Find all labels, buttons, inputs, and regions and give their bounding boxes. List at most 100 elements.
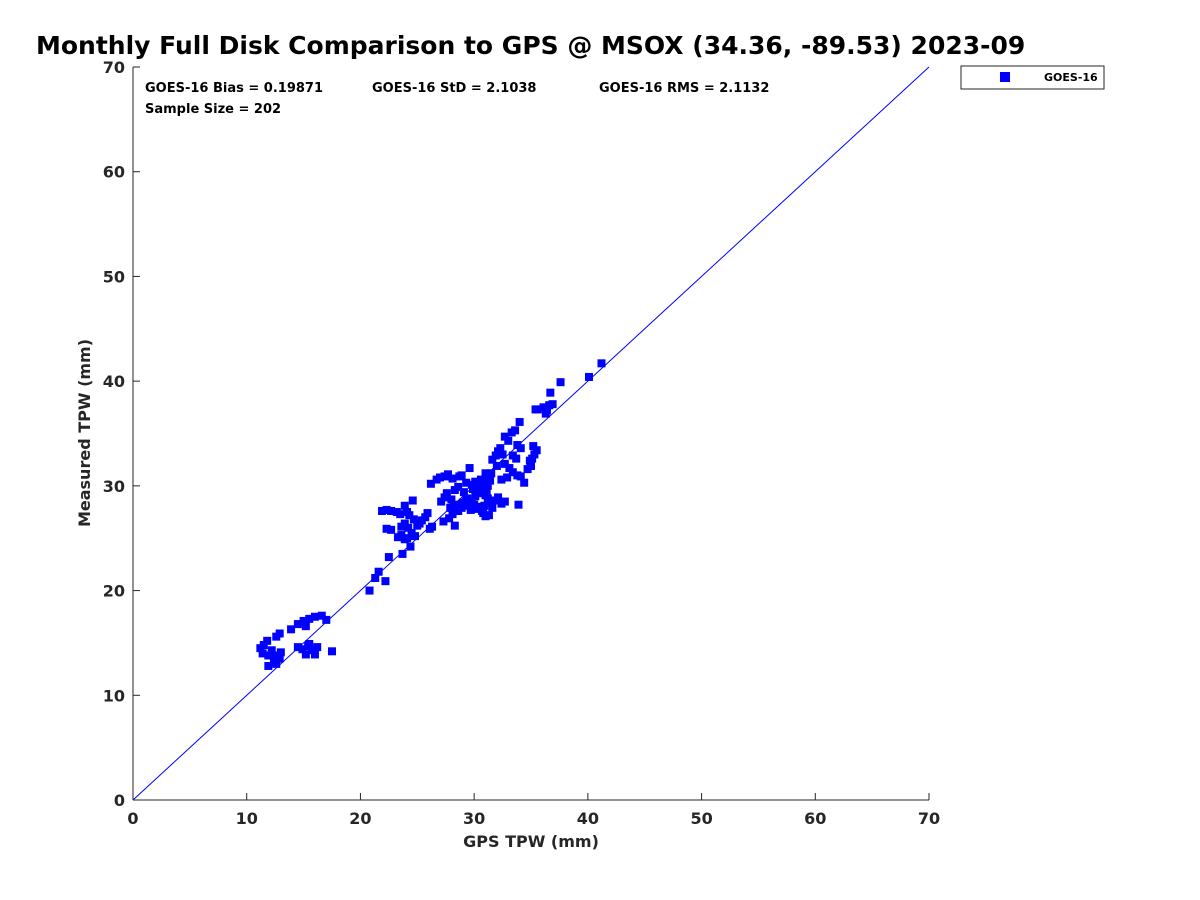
data-point-93 <box>439 517 448 526</box>
data-point-78 <box>442 489 451 498</box>
data-point-145 <box>512 454 521 463</box>
y-tick-label-2: 20 <box>103 582 125 601</box>
data-point-19 <box>310 612 319 621</box>
x-tick-label-0: 0 <box>127 809 138 828</box>
legend-label-goes-16: GOES-16 <box>1044 71 1098 84</box>
data-point-77 <box>440 493 449 502</box>
y-axis-label: Measured TPW (mm) <box>75 339 94 527</box>
y-tick-label-0: 0 <box>114 791 125 810</box>
data-point-152 <box>497 475 506 484</box>
data-point-26 <box>307 646 316 655</box>
x-tick-label-3: 30 <box>463 809 485 828</box>
data-point-1 <box>259 641 268 650</box>
y-tick-label-1: 10 <box>103 686 125 705</box>
data-point-11 <box>270 651 279 660</box>
data-point-40 <box>387 506 396 515</box>
stat-sample-size: Sample Size = 202 <box>145 102 281 117</box>
data-point-92 <box>484 473 493 482</box>
data-point-171 <box>597 359 606 368</box>
data-point-89 <box>483 481 492 490</box>
data-point-115 <box>446 503 455 512</box>
data-point-138 <box>504 436 513 445</box>
data-point-31 <box>365 586 374 595</box>
data-point-128 <box>469 484 478 493</box>
chart-title: Monthly Full Disk Comparison to GPS @ MS… <box>36 31 1025 60</box>
data-point-33 <box>374 567 383 576</box>
data-point-73 <box>457 471 466 480</box>
data-point-133 <box>491 451 500 460</box>
legend: GOES-16 <box>960 65 1105 90</box>
data-point-110 <box>466 505 475 514</box>
data-point-18 <box>301 622 310 631</box>
data-point-146 <box>505 464 514 473</box>
data-point-160 <box>523 465 532 474</box>
data-point-42 <box>396 510 405 519</box>
data-points <box>256 359 606 670</box>
data-point-170 <box>584 372 593 381</box>
data-point-43 <box>400 501 409 510</box>
data-point-161 <box>525 456 534 465</box>
reference-line-layer <box>132 66 930 801</box>
data-point-54 <box>403 534 412 543</box>
data-point-2 <box>263 636 272 645</box>
data-point-65 <box>409 515 418 524</box>
data-point-8 <box>272 659 281 668</box>
data-point-108 <box>479 509 488 518</box>
data-point-4 <box>264 651 273 660</box>
data-point-17 <box>305 614 314 623</box>
data-point-74 <box>465 464 474 473</box>
data-point-6 <box>264 661 273 670</box>
data-point-32 <box>371 574 380 583</box>
legend-marker-goes-16 <box>1000 72 1010 82</box>
data-point-169 <box>556 378 565 387</box>
data-point-107 <box>484 511 493 520</box>
data-point-50 <box>411 532 420 541</box>
data-point-15 <box>293 620 302 629</box>
data-point-20 <box>317 611 326 620</box>
data-point-14 <box>287 625 296 634</box>
data-point-151 <box>503 473 512 482</box>
data-point-158 <box>532 446 541 455</box>
data-point-24 <box>301 650 310 659</box>
stat-bias: GOES-16 Bias = 0.19871 <box>145 81 323 96</box>
data-point-38 <box>378 506 387 515</box>
data-point-30 <box>305 639 314 648</box>
data-point-10 <box>276 648 285 657</box>
y-tick-label-5: 50 <box>103 267 125 286</box>
data-point-126 <box>488 503 497 512</box>
data-point-136 <box>498 450 507 459</box>
data-point-23 <box>298 645 307 654</box>
data-point-130 <box>482 487 491 496</box>
data-point-39 <box>382 505 391 514</box>
y-axis-ticks: 0 10 20 30 40 50 60 70 <box>103 58 140 810</box>
data-point-167 <box>548 400 557 409</box>
y-tick-label-6: 60 <box>103 163 125 182</box>
data-point-45 <box>405 511 414 520</box>
data-point-66 <box>426 479 435 488</box>
data-point-123 <box>494 493 503 502</box>
data-point-155 <box>514 500 523 509</box>
data-point-173 <box>541 409 550 418</box>
data-point-82 <box>459 488 468 497</box>
data-point-16 <box>299 616 308 625</box>
data-point-52 <box>397 531 406 540</box>
data-point-137 <box>500 432 509 441</box>
data-point-70 <box>443 470 452 479</box>
data-point-112 <box>458 498 467 507</box>
data-point-47 <box>400 519 409 528</box>
data-point-172 <box>531 405 540 414</box>
data-point-60 <box>421 513 430 522</box>
data-point-162 <box>529 442 538 451</box>
x-tick-label-5: 50 <box>690 809 712 828</box>
data-point-75 <box>462 478 471 487</box>
y-tick-label-7: 70 <box>103 58 125 77</box>
data-point-157 <box>530 450 539 459</box>
data-point-34 <box>381 577 390 586</box>
data-point-81 <box>454 482 463 491</box>
data-point-68 <box>436 473 445 482</box>
data-point-5 <box>267 646 276 655</box>
data-point-131 <box>487 469 496 478</box>
data-point-13 <box>275 629 284 638</box>
data-point-63 <box>425 524 434 533</box>
legend-box <box>960 65 1105 90</box>
